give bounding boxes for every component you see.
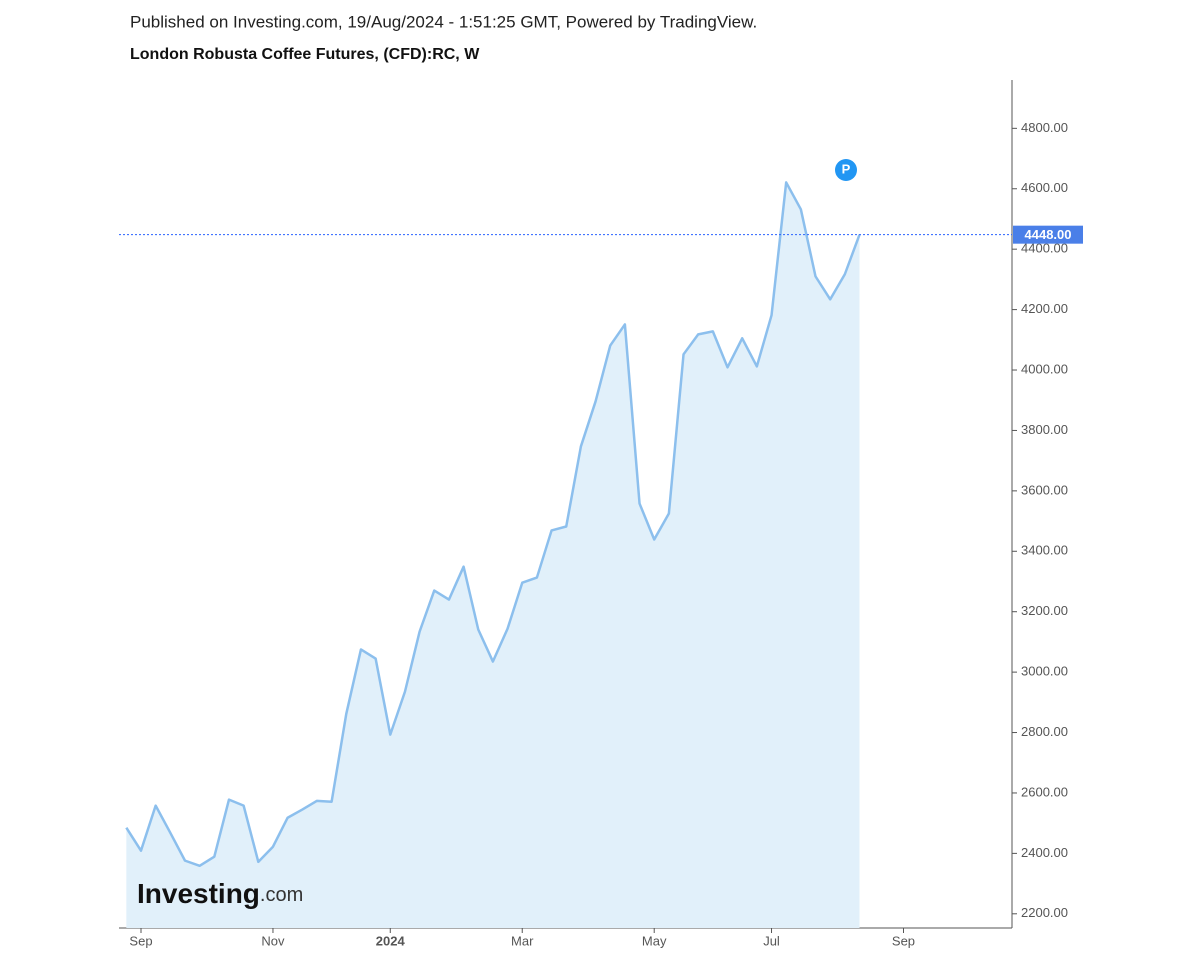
x-tick-label: Sep: [129, 933, 152, 948]
y-tick-label: 4400.00: [1021, 241, 1068, 256]
y-tick-label: 3600.00: [1021, 482, 1068, 497]
x-tick-label: 2024: [376, 933, 406, 948]
y-tick-label: 2800.00: [1021, 724, 1068, 739]
y-tick-label: 2600.00: [1021, 784, 1068, 799]
y-tick-label: 3800.00: [1021, 422, 1068, 437]
last-price-label: 4448.00: [1025, 227, 1072, 242]
price-line: [125, 181, 861, 868]
watermark: Investing.com: [137, 878, 303, 909]
watermark-brand: Investing: [137, 878, 260, 909]
y-tick-label: 3200.00: [1021, 603, 1068, 618]
y-tick-label: 3400.00: [1021, 543, 1068, 558]
y-tick-label: 4600.00: [1021, 180, 1068, 195]
event-marker: [835, 159, 857, 181]
y-tick-label: 2400.00: [1021, 845, 1068, 860]
y-tick-label: 2200.00: [1021, 905, 1068, 920]
y-tick-label: 4200.00: [1021, 301, 1068, 316]
event-marker-label: P: [842, 161, 851, 176]
area-fill: [126, 182, 860, 928]
x-tick-label: Sep: [892, 933, 915, 948]
x-tick-label: May: [642, 933, 667, 948]
last-price-box: [1013, 225, 1083, 244]
chart-title: Published on Investing.com, 19/Aug/2024 …: [130, 12, 757, 31]
y-tick-label: 4000.00: [1021, 361, 1068, 376]
x-tick-label: Nov: [261, 933, 285, 948]
watermark-suffix: .com: [260, 884, 303, 906]
y-tick-label: 3000.00: [1021, 664, 1068, 679]
x-tick-label: Jul: [763, 933, 780, 948]
y-tick-label: 4800.00: [1021, 120, 1068, 135]
chart-subtitle: London Robusta Coffee Futures, (CFD):RC,…: [130, 46, 480, 63]
x-tick-label: Mar: [511, 933, 534, 948]
